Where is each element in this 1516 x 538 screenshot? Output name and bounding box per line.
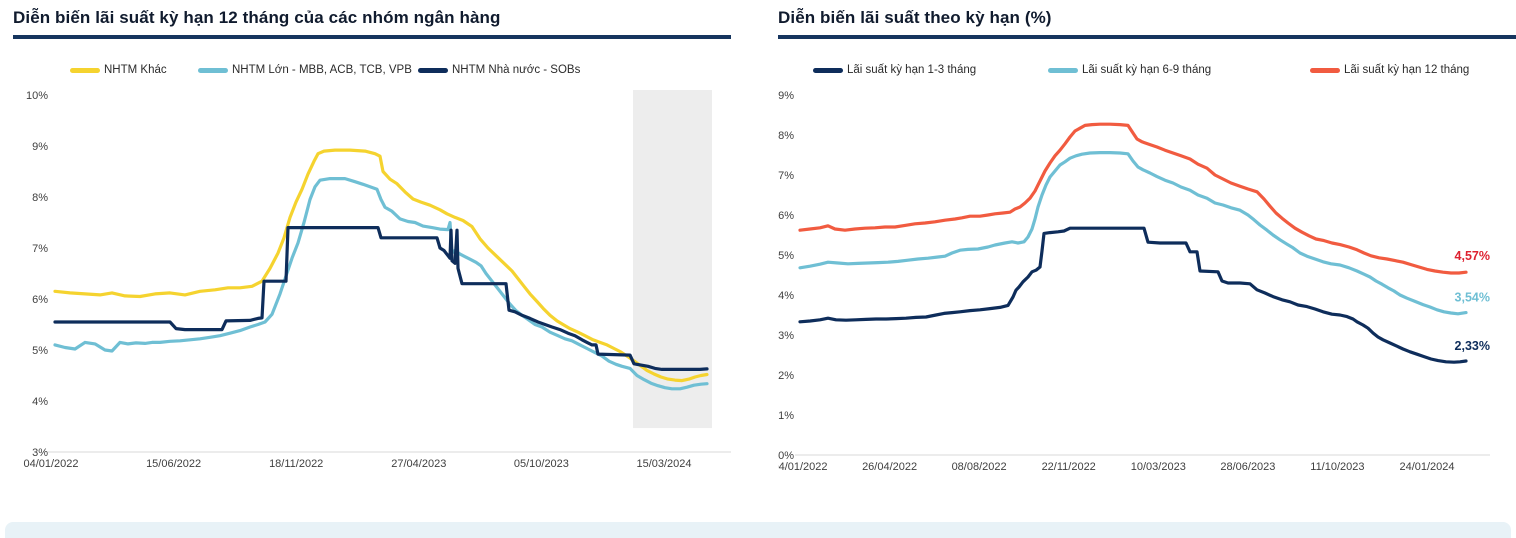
y-tick-label: 4%: [778, 290, 794, 302]
y-tick-label: 4%: [32, 396, 48, 408]
line-chart-by-tenor: 9% 8% 7% 6% 5% 4% 3% 2% 1% 0%04/01/2022 26/04/2022…: [778, 90, 1490, 473]
x-tick-label: 15/03/2024: [636, 458, 691, 470]
legend-item-nhtm-khac: NHTM Khác: [70, 62, 167, 78]
navy-line-swatch-icon: [418, 67, 448, 73]
series-end-value-label: 3,54%: [1455, 290, 1490, 304]
y-tick-label: 2%: [778, 370, 794, 382]
y-tick-label: 3%: [32, 447, 48, 459]
navy-line-swatch-icon: [813, 67, 843, 73]
legend-right: Lãi suất kỳ hạn 1-3 tháng Lãi suất kỳ hạ…: [778, 62, 1516, 80]
red-line-swatch-icon: [1310, 67, 1340, 73]
series-line: [53, 176, 709, 391]
chart-title-left: Diễn biến lãi suất kỳ hạn 12 tháng của c…: [13, 8, 501, 27]
lightblue-line-swatch-icon: [198, 67, 228, 73]
y-tick-label: 8%: [32, 192, 48, 204]
series-line: [53, 148, 709, 383]
y-tick-label: 3%: [778, 330, 794, 342]
y-tick-label: 6%: [32, 294, 48, 306]
footer-band: [5, 522, 1511, 538]
legend-item-sobs: NHTM Nhà nước - SOBs: [418, 62, 580, 78]
y-tick-label: 7%: [32, 243, 48, 255]
series-end-value-label: 2,33%: [1455, 339, 1490, 353]
x-tick-label: 28/06/2023: [1220, 461, 1275, 473]
x-tick-label: 11/10/2023: [1310, 461, 1364, 473]
x-tick-label: 18/11/2022: [269, 458, 323, 470]
series-line: [798, 150, 1468, 316]
y-tick-label: 7%: [778, 170, 794, 182]
x-tick-label: 08/08/2022: [952, 461, 1007, 473]
x-tick-label: 04/01/2022: [778, 461, 828, 473]
legend-left: NHTM Khác NHTM Lớn - MBB, ACB, TCB, VPB …: [13, 62, 731, 80]
yellow-line-swatch-icon: [70, 67, 100, 73]
legend-label: Lãi suất kỳ hạn 6-9 tháng: [1082, 64, 1212, 76]
y-tick-label: 8%: [778, 130, 794, 142]
series-line: [798, 122, 1468, 275]
x-tick-label: 22/11/2022: [1042, 461, 1096, 473]
legend-label: Lãi suất kỳ hạn 12 tháng: [1344, 64, 1470, 76]
lightblue-line-swatch-icon: [1048, 67, 1078, 73]
y-tick-label: 10%: [26, 90, 48, 102]
chart-title-right: Diễn biến lãi suất theo kỳ hạn (%): [778, 8, 1052, 27]
x-tick-label: 24/01/2024: [1399, 461, 1454, 473]
chart-panel-by-tenor: Diễn biến lãi suất theo kỳ hạn (%) Lãi s…: [778, 8, 1516, 473]
title-underline-bar-left: [13, 35, 731, 39]
y-tick-label: 1%: [778, 410, 794, 422]
legend-item-6-9-thang: Lãi suất kỳ hạn 6-9 tháng: [1048, 62, 1211, 78]
x-tick-label: 27/04/2023: [391, 458, 446, 470]
series-line: [798, 226, 1468, 364]
x-tick-label: 26/04/2022: [862, 461, 917, 473]
y-tick-label: 5%: [32, 345, 48, 357]
legend-label: NHTM Lớn - MBB, ACB, TCB, VPB: [232, 64, 412, 76]
y-tick-label: 0%: [778, 450, 794, 462]
x-tick-label: 05/10/2023: [514, 458, 569, 470]
y-tick-label: 6%: [778, 210, 794, 222]
legend-item-1-3-thang: Lãi suất kỳ hạn 1-3 tháng: [813, 62, 976, 78]
legend-item-12-thang: Lãi suất kỳ hạn 12 tháng: [1310, 62, 1469, 78]
series-end-value-label: 4,57%: [1455, 249, 1490, 263]
legend-label: NHTM Nhà nước - SOBs: [452, 64, 581, 76]
x-tick-label: 10/03/2023: [1131, 461, 1186, 473]
x-tick-label: 15/06/2022: [146, 458, 201, 470]
x-tick-label: 04/01/2022: [23, 458, 78, 470]
legend-label: NHTM Khác: [104, 64, 167, 76]
y-tick-label: 9%: [32, 141, 48, 153]
y-tick-label: 9%: [778, 90, 794, 102]
chart-panel-bank-groups: Diễn biến lãi suất kỳ hạn 12 tháng của c…: [13, 8, 731, 470]
legend-item-nhtm-lon: NHTM Lớn - MBB, ACB, TCB, VPB: [198, 62, 412, 78]
title-underline-bar-right: [778, 35, 1516, 39]
line-chart-bank-groups: 10% 9% 8% 7% 6% 5% 4% 3%04/01/2022 15/06/2022 18/…: [23, 90, 731, 470]
y-tick-label: 5%: [778, 250, 794, 262]
series-line: [53, 226, 709, 371]
legend-label: Lãi suất kỳ hạn 1-3 tháng: [847, 64, 977, 76]
